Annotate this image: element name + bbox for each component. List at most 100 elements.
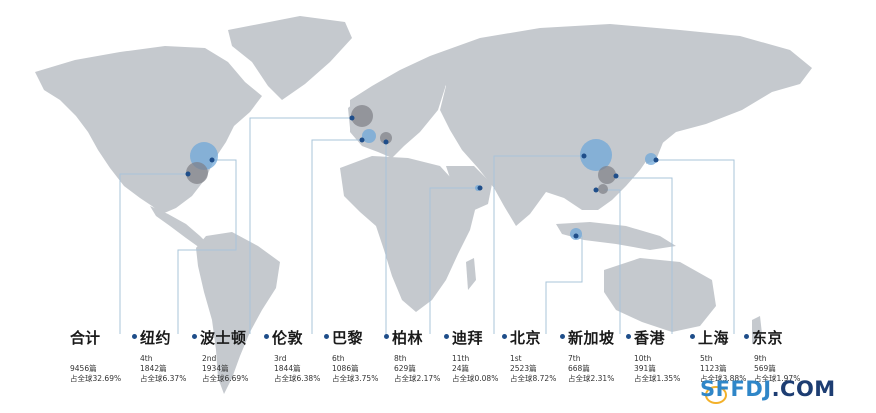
pin-dot-icon [132,334,137,339]
landmass-south-america [196,232,280,394]
city-london: 伦敦 3rd 1844篇 占全球6.38% [264,327,320,384]
pin-dot-icon [690,334,695,339]
city-count: 1086篇 [332,364,359,373]
leader-lines [119,117,735,334]
watermark: SFFDJ.COM [700,377,836,401]
city-rank: 4th [140,354,153,363]
city-paris: 巴黎 6th 1086篇 占全球3.75% [324,327,378,384]
city-name: 香港 [634,329,666,347]
city-count: 569篇 [754,364,776,373]
pin-singapore [573,233,579,239]
pin-dot-icon [324,334,329,339]
pin-dot-icon [192,334,197,339]
watermark-badge-icon [705,386,727,404]
pin-dot-icon [626,334,631,339]
city-share: 占全球1.97% [754,374,801,383]
bubble-newyork [186,162,208,184]
city-name: 东京 [752,329,784,347]
city-rank: 2nd [202,354,217,363]
city-count: 1934篇 [202,364,229,373]
city-share: 占全球6.38% [274,374,321,383]
city-rank: 5th [700,354,713,363]
pin-paris [359,137,365,143]
pin-newyork [185,171,191,177]
city-berlin: 柏林 8th 629篇 占全球2.17% [384,327,440,384]
city-share: 占全球3.88% [700,374,747,383]
bubble-berlin [380,132,392,144]
city-name: 巴黎 [332,329,364,347]
city-share: 占全球6.37% [140,374,187,383]
landmass-arabia [446,166,492,212]
city-beijing: 北京 1st 2523篇 占全球8.72% [502,327,556,384]
city-count: 1842篇 [140,364,167,373]
city-newyork: 纽约 4th 1842篇 占全球6.37% [132,327,186,384]
bubble-beijing [580,139,612,171]
city-name: 北京 [510,329,542,347]
landmass-asia [430,24,812,226]
pin-dot-icon [264,334,269,339]
pin-beijing [581,153,587,159]
bubble-london [351,105,373,127]
pin-dot-icon [444,334,449,339]
city-rank: 7th [568,354,581,363]
bubble-paris [362,129,376,143]
city-shanghai: 上海 5th 1123篇 占全球3.88% [690,327,746,384]
pin-tokyo [653,157,659,163]
landmass-new-zealand [752,316,762,344]
city-name: 柏林 [392,329,424,347]
pin-berlin [383,139,389,145]
landmass-greenland [228,16,352,100]
pin-london [349,115,355,121]
city-share: 占全球2.17% [394,374,441,383]
city-name: 上海 [698,329,730,347]
city-count: 629篇 [394,364,416,373]
city-rank: 6th [332,354,345,363]
city-rank: 8th [394,354,407,363]
city-name: 迪拜 [452,329,484,347]
landmass-central-america [150,206,208,248]
pin-hongkong [593,187,599,193]
city-tokyo: 东京 9th 569篇 占全球1.97% [744,327,800,384]
pin-dubai [477,185,483,191]
city-rank: 3rd [274,354,287,363]
city-rank: 10th [634,354,652,363]
summary-share: 占全球32.69% [70,374,122,383]
city-share: 占全球1.35% [634,374,681,383]
city-count: 24篇 [452,364,470,373]
landmass-north-america [35,46,262,214]
city-hongkong: 香港 10th 391篇 占全球1.35% [626,327,680,384]
bubble-shanghai [598,166,616,184]
bubble-tokyo [645,153,657,165]
city-name: 新加坡 [568,329,615,347]
city-count: 2523篇 [510,364,537,373]
city-count: 1123篇 [700,364,727,373]
city-boston: 波士顿 2nd 1934篇 占全球6.69% [192,327,248,384]
pin-dot-icon [502,334,507,339]
landmass-madagascar [466,258,476,290]
landmass-indonesia [556,222,676,250]
city-count: 391篇 [634,364,656,373]
summary-column: 合计 9456篇 占全球32.69% [70,327,121,384]
bubble-hongkong [598,184,608,194]
city-share: 占全球2.31% [568,374,615,383]
city-singapore: 新加坡 7th 668篇 占全球2.31% [560,327,615,384]
watermark-part2: .COM [771,377,836,401]
city-name: 伦敦 [272,329,304,347]
city-name: 波士顿 [200,329,247,347]
landmass-africa [340,156,476,312]
city-rank: 11th [452,354,470,363]
pin-boston [209,157,215,163]
landmass-japan [646,118,664,164]
city-pins [185,115,659,239]
city-rank: 9th [754,354,767,363]
city-bubbles [186,105,657,240]
city-share: 占全球6.69% [202,374,249,383]
city-count: 668篇 [568,364,590,373]
city-share: 占全球0.08% [452,374,499,383]
city-rank: 1st [510,354,522,363]
watermark-part1: SFFDJ [700,377,772,401]
city-name: 纽约 [140,329,172,347]
city-share: 占全球3.75% [332,374,379,383]
